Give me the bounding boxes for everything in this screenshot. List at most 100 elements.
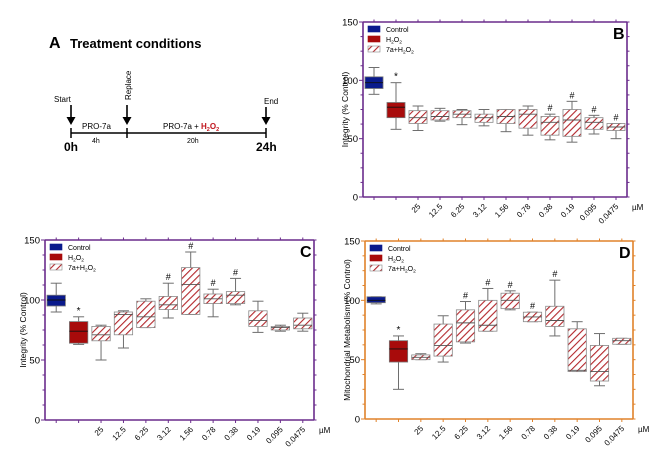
box-0_19: # bbox=[562, 90, 582, 143]
box-body bbox=[136, 300, 156, 329]
panel-letter-d: D bbox=[619, 245, 631, 262]
significance-mark: # bbox=[508, 280, 513, 290]
box-3_12 bbox=[474, 109, 494, 127]
box-1_56: # bbox=[181, 241, 201, 315]
legend-label-0: Control bbox=[388, 246, 411, 253]
x-tick-label: 3.12 bbox=[475, 424, 493, 442]
y-tick-label: 150 bbox=[344, 237, 360, 248]
chart-c-axes bbox=[41, 237, 317, 423]
box-body bbox=[113, 311, 134, 336]
y-tick-label: 0 bbox=[35, 416, 40, 427]
box-body bbox=[567, 328, 587, 372]
y-tick-label: 50 bbox=[349, 355, 360, 366]
box-0_095: # bbox=[584, 104, 604, 135]
legend-label-0: Control bbox=[68, 245, 91, 252]
box-0_0475: # bbox=[606, 113, 626, 140]
box-1_56: # bbox=[500, 280, 520, 311]
significance-mark: # bbox=[211, 278, 216, 288]
significance-mark: # bbox=[547, 103, 552, 113]
phase2-label: PRO-7a + H2O2 bbox=[163, 122, 219, 133]
box-12_5 bbox=[433, 315, 453, 363]
box-body bbox=[474, 113, 494, 123]
box-H2O2: * bbox=[388, 325, 409, 390]
box-body bbox=[46, 294, 66, 307]
box-H2O2: * bbox=[386, 72, 406, 130]
y-tick-label: 150 bbox=[342, 18, 358, 29]
box-0_78: # bbox=[522, 301, 543, 323]
box-0_095 bbox=[589, 333, 610, 387]
significance-mark: * bbox=[77, 306, 81, 317]
box-body bbox=[562, 109, 582, 137]
box-6_25 bbox=[136, 298, 156, 329]
significance-mark: # bbox=[463, 291, 468, 301]
significance-mark: # bbox=[166, 272, 171, 282]
box-body bbox=[430, 110, 450, 121]
legend-label-1: H2O2 bbox=[388, 256, 404, 265]
box-3_12: # bbox=[478, 277, 498, 332]
legend-label-0: Control bbox=[386, 27, 409, 34]
box-H2O2: * bbox=[69, 306, 89, 345]
box-0_38: # bbox=[545, 269, 565, 337]
box-body bbox=[540, 116, 560, 136]
box-body bbox=[589, 345, 610, 382]
y-tick-label: 100 bbox=[344, 296, 360, 307]
box-Control bbox=[46, 282, 66, 313]
unit-label: µM bbox=[319, 426, 331, 435]
legend-swatch-0 bbox=[369, 244, 383, 252]
time-end-label: 24h bbox=[256, 140, 277, 154]
y-tick-label: 50 bbox=[29, 356, 40, 367]
box-body bbox=[366, 296, 386, 304]
chart-d-axes bbox=[361, 238, 636, 422]
box-body bbox=[386, 102, 406, 119]
panel-letter-c: C bbox=[300, 244, 312, 261]
box-body bbox=[293, 317, 313, 330]
unit-label: µM bbox=[632, 203, 644, 212]
x-tick-label: 0.78 bbox=[520, 424, 538, 442]
panel-letter-a: A bbox=[49, 35, 61, 52]
legend-label-2: 7a+H2O2 bbox=[386, 47, 414, 56]
legend-label-2: 7a+H2O2 bbox=[68, 265, 96, 274]
x-tick-label: 1.56 bbox=[497, 424, 515, 442]
chart-b-axes bbox=[359, 19, 630, 200]
timeline-title: Treatment conditions bbox=[70, 36, 201, 51]
box-body bbox=[408, 110, 428, 124]
box-body bbox=[270, 325, 290, 331]
box-0_0475 bbox=[293, 312, 313, 332]
legend-swatch-2 bbox=[49, 263, 63, 271]
x-tick-label: 25 bbox=[413, 424, 426, 437]
y-tick-label: 0 bbox=[355, 415, 360, 426]
box-25 bbox=[408, 105, 428, 131]
y-axis-label: Mitochondrial Metabolism (% Control) bbox=[342, 259, 352, 401]
box-body bbox=[478, 299, 498, 332]
box-0_0475 bbox=[612, 337, 632, 345]
significance-mark: # bbox=[552, 269, 557, 279]
box-body bbox=[612, 337, 632, 345]
box-0_19 bbox=[567, 321, 587, 373]
box-6_25 bbox=[452, 109, 472, 126]
box-0_78: # bbox=[203, 278, 223, 318]
box-0_095 bbox=[270, 324, 290, 332]
y-tick-label: 100 bbox=[24, 296, 40, 307]
y-tick-label: 150 bbox=[24, 236, 40, 247]
box-body bbox=[433, 323, 453, 357]
legend-swatch-1 bbox=[369, 254, 383, 262]
y-axis-label: Integrity (% Control) bbox=[18, 292, 28, 368]
start-arrow-icon bbox=[66, 105, 76, 125]
box-12_5 bbox=[113, 310, 134, 349]
box-0_78 bbox=[518, 105, 538, 136]
box-body bbox=[388, 340, 409, 363]
end-arrow-icon bbox=[261, 107, 271, 125]
y-axis-label: Integrity (% Control) bbox=[340, 72, 350, 148]
significance-mark: # bbox=[591, 104, 596, 114]
y-tick-label: 100 bbox=[342, 76, 358, 87]
box-body bbox=[225, 291, 246, 305]
significance-mark: # bbox=[530, 301, 535, 311]
replace-label: Replace bbox=[124, 70, 133, 100]
phase2-duration: 20h bbox=[187, 138, 199, 145]
